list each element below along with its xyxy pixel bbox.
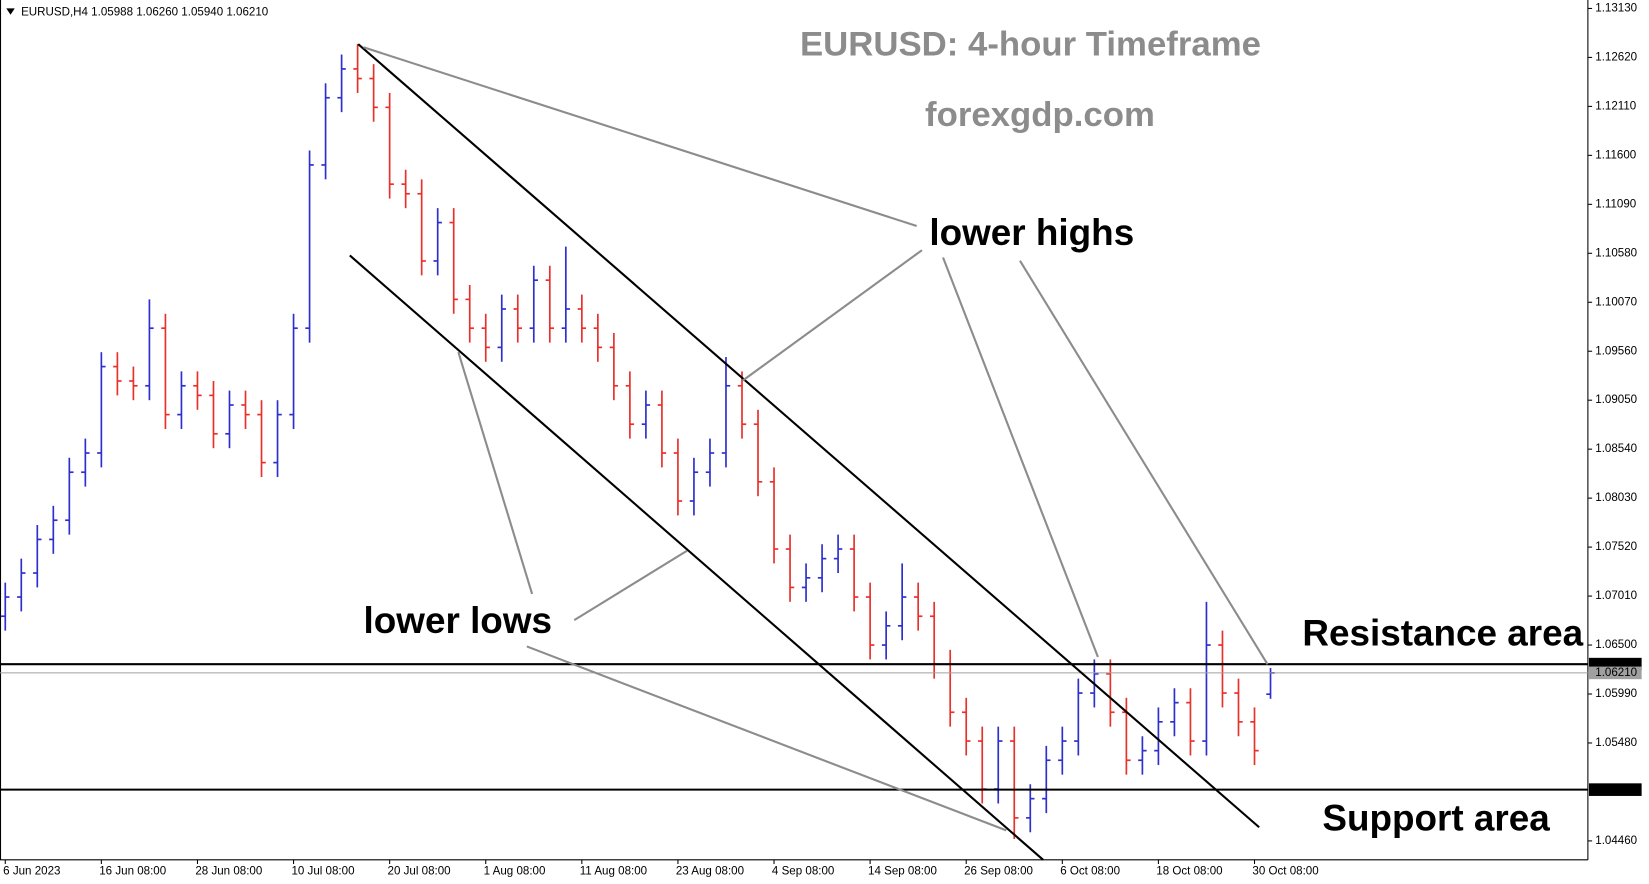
pointer [1019, 260, 1269, 665]
y-tick-label: 1.05990 [1595, 688, 1637, 700]
y-tick-label: 1.05480 [1595, 737, 1637, 749]
y-tick-label: 1.08030 [1595, 492, 1637, 504]
x-tick-label: 18 Oct 08:00 [1156, 865, 1222, 877]
y-tick-label: 1.09050 [1595, 394, 1637, 406]
x-tick-label: 23 Aug 08:00 [676, 865, 744, 877]
channel-lower [349, 254, 1044, 861]
pointer [526, 645, 1007, 832]
level-label: 1.06301 [1595, 658, 1637, 670]
level-label: 1.06210 [1595, 667, 1637, 679]
header: EURUSD,H4 1.05988 1.06260 1.05940 1.0621… [21, 7, 268, 19]
y-tick-label: 1.12110 [1595, 100, 1636, 112]
x-tick-label: 30 Oct 08:00 [1252, 865, 1318, 877]
x-tick-label: 1 Aug 08:00 [484, 865, 546, 877]
x-tick-label: 20 Jul 08:00 [388, 865, 451, 877]
level-tag [1588, 666, 1642, 680]
y-tick-label: 1.12620 [1595, 51, 1637, 63]
x-tick-label: 28 Jun 08:00 [195, 865, 262, 877]
chart-title: EURUSD: 4-hour Timeframe [800, 25, 1261, 63]
x-tick-label: 14 Sep 08:00 [868, 865, 937, 877]
y-tick-label: 1.07010 [1595, 590, 1637, 602]
y-tick-label: 1.10580 [1595, 247, 1637, 259]
pointer [742, 249, 923, 382]
level-tag [1588, 783, 1642, 796]
y-tick-label: 1.06500 [1595, 639, 1637, 651]
y-tick-label: 1.04460 [1595, 835, 1637, 847]
x-tick-label: 4 Sep 08:00 [772, 865, 834, 877]
annotation: lower lows [364, 600, 553, 641]
pointer [457, 351, 534, 595]
y-tick-label: 1.10070 [1595, 296, 1637, 308]
y-tick-label: 1.08540 [1595, 443, 1637, 455]
marks [0, 43, 1588, 839]
pointer [363, 46, 918, 227]
annotation: Support area [1322, 798, 1550, 839]
annotation: Resistance area [1302, 613, 1583, 654]
x-tick-label: 10 Jul 08:00 [291, 865, 354, 877]
level-label: 1.04994 [1595, 784, 1637, 796]
x-tick-label: 26 Sep 08:00 [964, 865, 1033, 877]
x-tick-label: 6 Oct 08:00 [1060, 865, 1120, 877]
annotation: lower highs [929, 212, 1134, 253]
chart-subtitle: forexgdp.com [925, 96, 1155, 134]
x-tick-label: 16 Jun 08:00 [99, 865, 166, 877]
pointer [573, 549, 688, 622]
x-tick-label: 6 Jun 2023 [3, 865, 60, 877]
y-tick-label: 1.11090 [1595, 198, 1636, 210]
channel-upper [357, 43, 1260, 829]
menu-arrow[interactable] [6, 8, 15, 15]
pointer [942, 257, 1099, 658]
y-tick-label: 1.13130 [1595, 3, 1637, 15]
x-tick-label: 11 Aug 08:00 [580, 865, 647, 877]
y-tick-label: 1.09560 [1595, 345, 1637, 357]
y-tick-label: 1.07520 [1595, 541, 1637, 553]
y-tick-label: 1.11600 [1595, 149, 1636, 161]
